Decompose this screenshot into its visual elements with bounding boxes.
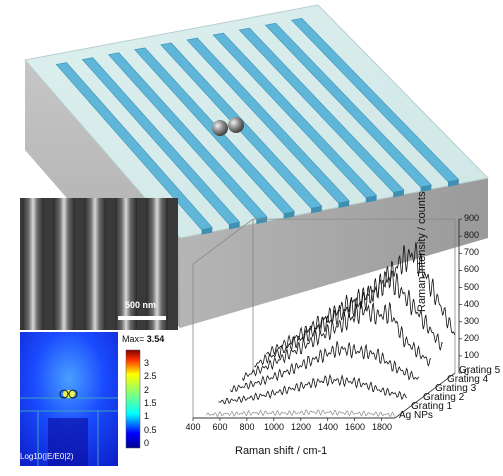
series-line xyxy=(254,270,443,368)
x-tick-label: 1600 xyxy=(345,422,366,432)
x-tick-label: 600 xyxy=(212,422,228,432)
field-map-particle-left xyxy=(59,389,69,399)
colorbar-tick-label: 1.5 xyxy=(144,398,157,408)
sem-stripe xyxy=(22,198,44,330)
chart-left-wall xyxy=(192,218,254,418)
chart-ticks xyxy=(192,218,462,421)
grating-ridge-side xyxy=(447,179,459,187)
colorbar-tick-label: 0 xyxy=(144,438,150,448)
field-map-colorbar xyxy=(125,349,141,449)
series-label: Grating 1 xyxy=(411,401,453,412)
z-tick-label: 200 xyxy=(464,333,480,343)
z-tick-label: 500 xyxy=(464,282,480,292)
grating-ridge-side xyxy=(283,211,295,219)
z-tick-label: 800 xyxy=(464,230,480,240)
chart-depth-axis xyxy=(394,372,456,419)
field-map-particle-right xyxy=(68,389,78,399)
chart-back-wall xyxy=(253,218,456,373)
sem-image xyxy=(20,198,178,330)
field-map-max-value: 3.54 xyxy=(146,334,165,344)
series-line xyxy=(266,242,456,357)
sem-stripe xyxy=(53,198,75,330)
grating-ridge-side xyxy=(365,195,377,203)
colorbar-tick-label: 0.5 xyxy=(144,424,157,435)
x-axis-title: Raman shift / cm-1 xyxy=(235,445,328,457)
grating-ridge-side xyxy=(420,184,432,192)
grating-ridges xyxy=(55,17,460,235)
colorbar-tick-label: 2 xyxy=(144,384,150,395)
colorbar-tick-label: 1 xyxy=(144,411,150,422)
sem-stripe xyxy=(115,198,137,330)
grating-ridge-side xyxy=(256,216,268,224)
series-line xyxy=(242,300,432,382)
field-map-max-prefix: Max= xyxy=(122,334,145,344)
grating-ridge-side xyxy=(228,222,240,230)
series-label: Grating 2 xyxy=(423,392,465,403)
substrate-top-face xyxy=(25,5,488,238)
grating-ridge-side xyxy=(338,200,350,208)
sem-stripe xyxy=(84,198,106,330)
sem-scale-bar xyxy=(118,316,166,320)
z-tick-label: 0 xyxy=(464,367,470,377)
z-tick-label: 700 xyxy=(464,247,480,257)
x-tick-label: 1200 xyxy=(291,422,312,432)
sem-scale-label: 500 nm xyxy=(125,300,157,310)
grating-ridge-side xyxy=(393,190,404,198)
field-map xyxy=(20,332,141,466)
grating-ridge-side xyxy=(201,227,213,235)
grating-ridge-side xyxy=(311,206,322,214)
silver-nanoparticle-left xyxy=(212,120,228,136)
z-tick-label: 400 xyxy=(464,299,480,309)
chart-series xyxy=(206,242,456,417)
z-tick-label: 100 xyxy=(464,350,480,360)
substrate-top-edge xyxy=(24,4,490,239)
grating-substrate xyxy=(24,4,490,328)
x-tick-label: 1800 xyxy=(372,422,393,432)
series-line xyxy=(230,341,420,393)
field-map-scale-label: Log10(|E/E0|2) xyxy=(20,452,74,461)
colorbar-tick-label: 2.5 xyxy=(144,371,157,382)
z-tick-label: 600 xyxy=(464,264,480,274)
z-axis-title: Raman intensity / counts xyxy=(416,191,428,312)
sem-grating-stripes xyxy=(22,198,168,330)
field-map-max: Max= 3.54 xyxy=(122,334,164,344)
series-label: Grating 4 xyxy=(447,374,489,385)
x-tick-label: 400 xyxy=(185,422,201,432)
z-tick-label: 900 xyxy=(464,213,480,223)
series-label: Ag NPs xyxy=(399,410,433,421)
z-tick-label: 300 xyxy=(464,316,480,326)
series-label: Grating 3 xyxy=(435,383,477,394)
series-line xyxy=(218,373,407,405)
silver-nanoparticle-right xyxy=(228,117,244,133)
x-tick-label: 1000 xyxy=(264,422,285,432)
sem-stripe xyxy=(146,198,168,330)
x-tick-label: 800 xyxy=(239,422,255,432)
x-tick-label: 1400 xyxy=(318,422,339,432)
chart-frame xyxy=(192,218,460,419)
colorbar-tick-label: 3 xyxy=(144,358,150,368)
field-map-ridge xyxy=(48,418,88,466)
series-line xyxy=(206,409,396,417)
series-label: Grating 5 xyxy=(459,365,501,376)
substrate-right-face xyxy=(180,178,488,328)
raman-waterfall-chart xyxy=(192,218,462,421)
